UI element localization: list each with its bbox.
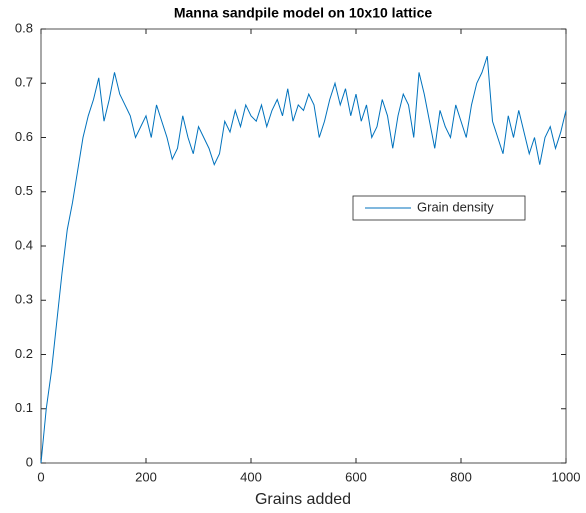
x-tick-label: 600: [345, 469, 367, 484]
y-tick-label: 0.8: [15, 20, 33, 35]
x-tick-label: 1000: [552, 469, 581, 484]
legend-label: Grain density: [417, 199, 494, 214]
y-tick-label: 0.4: [15, 237, 33, 252]
y-tick-label: 0.5: [15, 183, 33, 198]
x-axis-label: Grains added: [255, 491, 351, 508]
y-tick-label: 0.2: [15, 346, 33, 361]
x-tick-label: 800: [450, 469, 472, 484]
y-tick-label: 0.6: [15, 129, 33, 144]
data-line: [40, 55, 567, 464]
x-tick-label: 200: [135, 469, 157, 484]
x-tick-label: 400: [240, 469, 262, 484]
y-tick-label: 0.7: [15, 75, 33, 90]
y-tick-label: 0.1: [15, 400, 33, 415]
y-tick-label: 0.3: [15, 292, 33, 307]
legend-box: [352, 195, 526, 221]
y-tick-label: 0: [26, 454, 33, 469]
plot-area: [40, 28, 567, 464]
chart-title: Manna sandpile model on 10x10 lattice: [174, 5, 433, 21]
x-tick-label: 0: [37, 469, 44, 484]
